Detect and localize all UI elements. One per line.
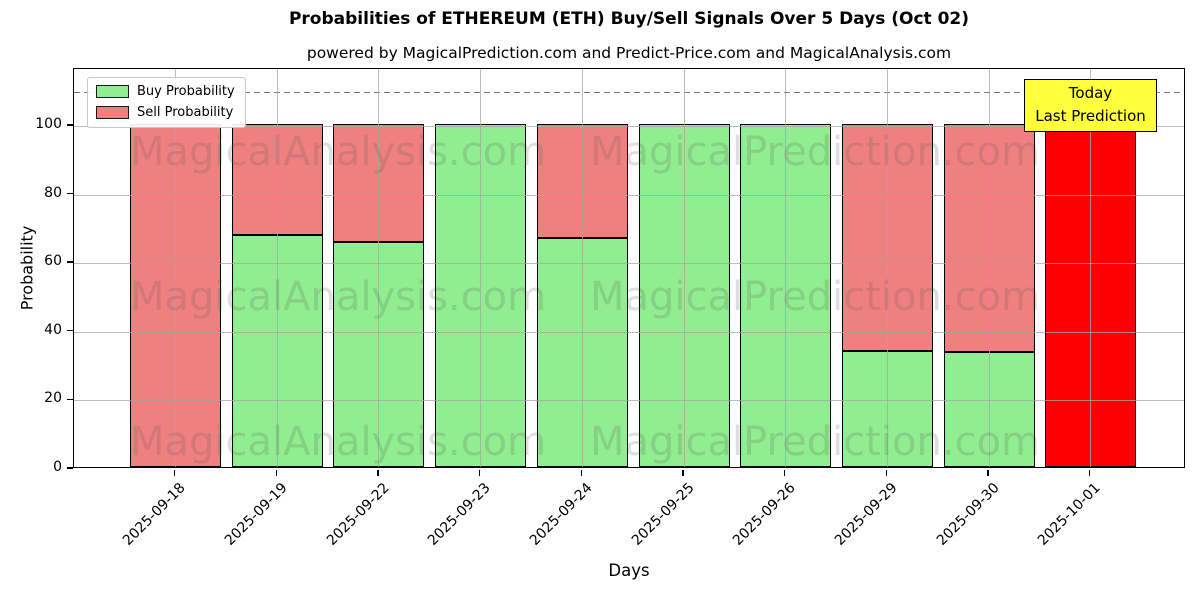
legend: Buy Probability Sell Probability — [87, 77, 246, 128]
x-axis-label: Days — [608, 561, 650, 580]
chart-subtitle: powered by MagicalPrediction.com and Pre… — [306, 44, 952, 62]
v-gridline — [378, 69, 380, 467]
sell-legend-swatch — [96, 106, 129, 119]
h-gridline — [74, 400, 1184, 402]
buy-legend-swatch — [96, 85, 129, 98]
x-tick-label: 2025-09-26 — [730, 480, 800, 549]
v-gridline — [1090, 69, 1092, 467]
y-tick-label: 20 — [44, 390, 62, 407]
y-tick-label: 60 — [44, 253, 62, 270]
x-tick-label: 2025-09-25 — [628, 480, 698, 549]
y-tick — [67, 192, 73, 195]
v-gridline — [886, 69, 888, 467]
v-gridline — [988, 69, 990, 467]
x-tick — [377, 469, 379, 476]
x-tick — [682, 469, 684, 476]
x-tick — [275, 469, 277, 476]
chart-title: Probabilities of ETHEREUM (ETH) Buy/Sell… — [288, 9, 970, 29]
v-gridline — [480, 69, 482, 467]
x-tick-label: 2025-09-30 — [933, 480, 1003, 549]
y-tick — [67, 398, 73, 401]
legend-entry-sell: Sell Probability — [96, 105, 235, 120]
x-tick — [885, 469, 888, 476]
x-tick-label: 2025-09-19 — [221, 480, 291, 549]
x-tick — [173, 469, 176, 476]
x-tick — [580, 469, 582, 476]
legend-entry-buy: Buy Probability — [96, 84, 235, 99]
x-tick-label: 2025-09-29 — [831, 480, 901, 549]
v-gridline — [683, 69, 685, 467]
y-tick — [67, 467, 73, 469]
sell-legend-label: Sell Probability — [137, 105, 234, 120]
h-gridline — [74, 331, 1184, 333]
y-tick-label: 80 — [44, 184, 62, 201]
x-tick-label: 2025-09-23 — [425, 480, 494, 549]
y-tick-label: 40 — [44, 321, 62, 338]
y-tick — [67, 261, 73, 263]
y-tick — [67, 330, 73, 332]
y-tick-label: 100 — [35, 115, 62, 132]
v-gridline — [276, 69, 278, 467]
x-tick-label: 2025-10-01 — [1035, 480, 1105, 549]
x-tick — [478, 469, 481, 476]
x-tick-label: 2025-09-24 — [526, 480, 596, 549]
h-gridline — [74, 194, 1184, 196]
x-tick-label: 2025-09-22 — [323, 480, 393, 549]
today-annotation-line2: Last Prediction — [1035, 107, 1146, 126]
h-gridline — [74, 263, 1184, 265]
v-gridline — [175, 69, 176, 467]
threshold-line — [74, 91, 1184, 94]
v-gridline — [581, 69, 583, 467]
x-tick-label: 2025-09-18 — [119, 480, 189, 549]
x-tick — [1089, 469, 1091, 476]
y-tick — [67, 124, 73, 126]
plot-area: Buy Probability Sell Probability Today L… — [73, 68, 1185, 468]
y-tick-label: 0 — [53, 459, 62, 475]
x-tick — [784, 469, 786, 476]
x-tick — [987, 469, 989, 476]
v-gridline — [785, 69, 787, 467]
today-annotation: Today Last Prediction — [1024, 79, 1157, 132]
h-gridline — [74, 125, 1184, 127]
buy-legend-label: Buy Probability — [137, 84, 235, 99]
today-annotation-line1: Today — [1068, 84, 1113, 102]
